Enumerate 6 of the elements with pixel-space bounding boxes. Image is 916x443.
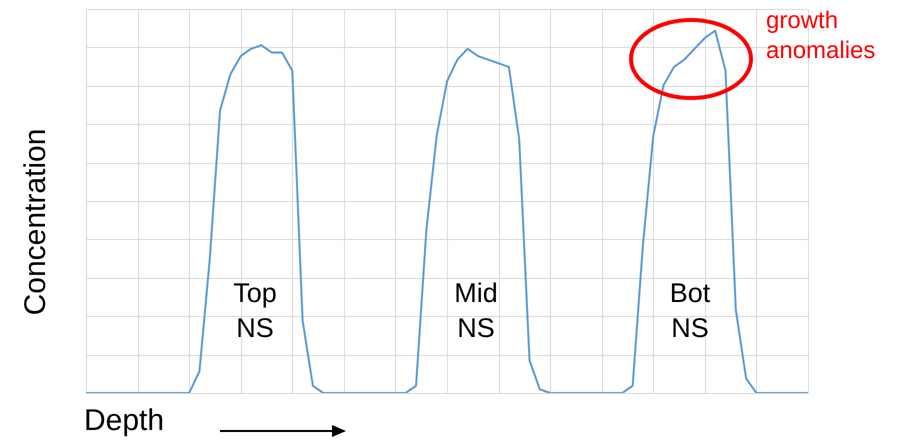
y-axis-title: Concentration bbox=[19, 128, 53, 316]
annotation: Bot NS bbox=[668, 277, 712, 345]
x-axis-title: Depth bbox=[84, 404, 164, 438]
annotation: Top NS bbox=[232, 277, 278, 345]
annotation: Mid NS bbox=[453, 277, 499, 345]
annotation: growth anomalies bbox=[766, 6, 876, 66]
